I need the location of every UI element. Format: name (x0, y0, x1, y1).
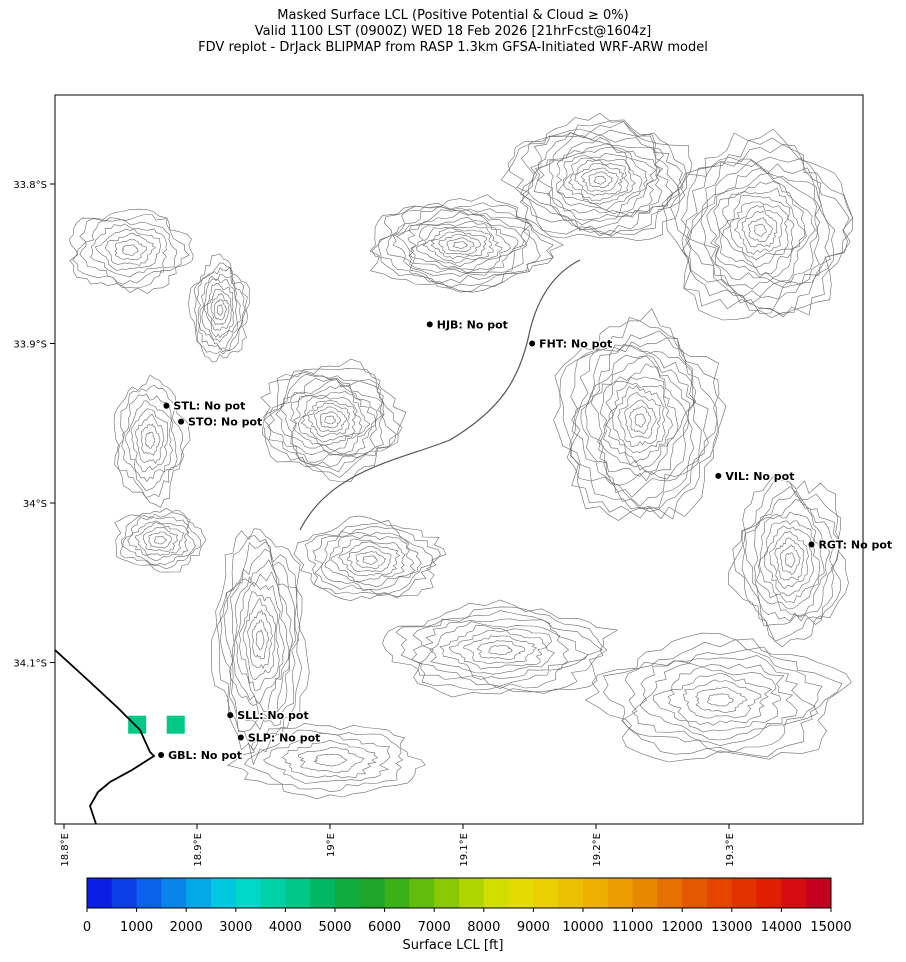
station-dot (237, 734, 244, 741)
colorbar-tick-label: 0 (82, 920, 92, 935)
colorbar-swatch (161, 878, 187, 908)
colorbar-swatch (409, 878, 435, 908)
terrain-contours (68, 112, 854, 800)
colorbar-tick-label: 10000 (562, 920, 604, 935)
lcl-cell (128, 715, 147, 734)
colorbar-tick-label: 2000 (169, 920, 203, 935)
lcl-cells (128, 715, 185, 734)
colorbar-swatch (384, 878, 410, 908)
colorbar-label: Surface LCL [ft] (402, 938, 504, 953)
lon-tick-label: 18.8°E (60, 833, 71, 867)
colorbar-swatch (657, 878, 683, 908)
colorbar-tick-label: 3000 (219, 920, 253, 935)
colorbar-tick-label: 7000 (417, 920, 451, 935)
station-dot (808, 541, 815, 548)
station-dot (227, 712, 234, 719)
lat-tick-label: 33.8°S (13, 180, 47, 191)
coastline (55, 649, 156, 824)
colorbar-swatch (310, 878, 336, 908)
colorbar-swatch (508, 878, 534, 908)
colorbar-swatch (260, 878, 286, 908)
colorbar-tick-label: 15000 (810, 920, 852, 935)
colorbar (86, 877, 832, 912)
station-dot (529, 340, 536, 347)
colorbar-swatch (632, 878, 658, 908)
colorbar-swatch (235, 878, 262, 908)
colorbar-tick-label: 6000 (368, 920, 402, 935)
colorbar-swatch (186, 878, 212, 908)
colorbar-swatch (806, 878, 832, 908)
map-background (55, 95, 863, 824)
colorbar-swatch (459, 878, 485, 908)
colorbar-swatch (211, 878, 237, 908)
station-label: FHT: No pot (539, 338, 612, 351)
colorbar-swatch (756, 878, 782, 908)
colorbar-swatch (558, 878, 584, 908)
lon-tick-label: 19.3°E (725, 833, 736, 867)
station-label: VIL: No pot (725, 470, 794, 483)
colorbar-swatch (359, 878, 386, 908)
colorbar-swatch (136, 878, 162, 908)
colorbar-swatch (533, 878, 559, 908)
station-dot (178, 418, 185, 425)
colorbar-swatch (682, 878, 708, 908)
colorbar-tick-label: 14000 (760, 920, 803, 935)
station-label: STO: No pot (188, 416, 262, 429)
colorbar-tick-label: 5000 (318, 920, 352, 935)
colorbar-swatch (781, 878, 807, 908)
title-line-3: FDV replot - DrJack BLIPMAP from RASP 1.… (198, 40, 708, 55)
title-line-2: Valid 1100 LST (0900Z) WED 18 Feb 2026 [… (254, 24, 652, 39)
colorbar-tick-label: 4000 (268, 920, 302, 935)
colorbar-tick-label: 1000 (120, 920, 154, 935)
lon-tick-label: 19.2°E (592, 833, 603, 867)
station-markers: HJB: No pot FHT: No pot STL: No pot STO: No… (158, 317, 893, 763)
station-dot (163, 402, 170, 409)
station-dot (158, 752, 165, 759)
lat-tick-label: 34.1°S (13, 659, 47, 670)
station-label: STL: No pot (173, 400, 245, 413)
colorbar-swatch (483, 878, 510, 908)
lon-tick-label: 19°E (326, 833, 337, 857)
station-label: SLL: No pot (237, 709, 308, 722)
lon-tick-label: 19.1°E (459, 833, 470, 867)
colorbar-tick-label: 13000 (711, 920, 753, 935)
colorbar-swatch (731, 878, 758, 908)
axis-ticks: 33.8°S 33.9°S 34°S 34.1°S 18.8°E 18.9°E 19°E 19… (13, 180, 736, 867)
colorbar-tick-label: 9000 (516, 920, 550, 935)
station-dot (426, 321, 433, 328)
map-frame (54, 94, 864, 825)
lcl-cell (166, 715, 185, 734)
station-label: RGT: No pot (818, 538, 892, 551)
station-dot (715, 472, 722, 479)
colorbar-swatch (285, 878, 311, 908)
colorbar-swatch (607, 878, 634, 908)
lon-tick-label: 18.9°E (193, 833, 204, 867)
colorbar-swatch (583, 878, 609, 908)
colorbar-swatch (707, 878, 733, 908)
station-label: GBL: No pot (168, 749, 242, 762)
colorbar-swatch (335, 878, 361, 908)
station-label: HJB: No pot (437, 318, 508, 331)
colorbar-tick-label: 8000 (467, 920, 501, 935)
colorbar-swatch (87, 878, 113, 908)
colorbar-swatch (434, 878, 460, 908)
colorbar-swatch (111, 878, 138, 908)
title-line-1: Masked Surface LCL (Positive Potential &… (277, 8, 629, 23)
lat-tick-label: 34°S (23, 499, 47, 510)
station-label: SLP: No pot (248, 731, 321, 744)
colorbar-tick-label: 11000 (611, 920, 654, 935)
colorbar-tick-label: 12000 (661, 920, 703, 935)
lat-tick-label: 33.9°S (13, 340, 47, 351)
